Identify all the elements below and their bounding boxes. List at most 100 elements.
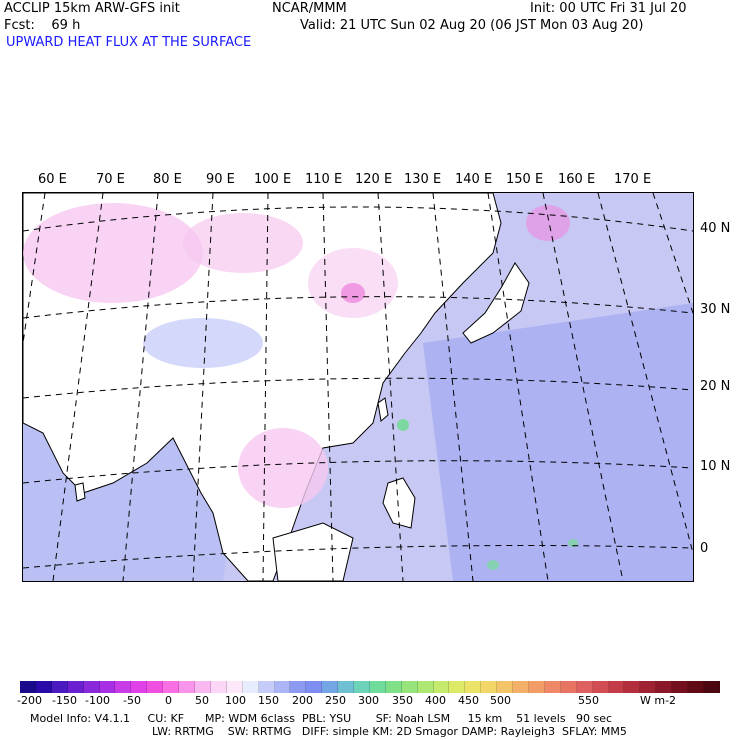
forecast-hour: Fcst: 69 h	[4, 18, 81, 33]
colorbar-swatch	[20, 681, 36, 693]
pink-flux-central	[183, 213, 303, 273]
lon-label-70e: 70 E	[96, 172, 125, 187]
deep-pink-flux-northeast	[526, 205, 570, 241]
colorbar-swatch	[163, 681, 180, 693]
colorbar	[20, 681, 720, 693]
lon-label-110e: 110 E	[305, 172, 343, 187]
colorbar-swatch	[560, 681, 577, 693]
colorbar-swatch	[688, 681, 704, 693]
colorbar-swatch	[306, 681, 323, 693]
colorbar-swatch	[179, 681, 195, 693]
lon-label-150e: 150 E	[506, 172, 544, 187]
colorbar-swatch	[640, 681, 657, 693]
lon-label-160e: 160 E	[558, 172, 596, 187]
cbar-tick-label: -200	[17, 694, 42, 707]
colorbar-swatch	[656, 681, 673, 693]
colorbar-swatch	[83, 681, 100, 693]
lat-label-30n: 30 N	[700, 302, 731, 317]
colorbar-swatch	[99, 681, 116, 693]
taiwan-landmass	[377, 397, 389, 422]
model-title: ACCLIP 15km ARW-GFS init	[4, 1, 180, 16]
colorbar-swatch	[194, 681, 211, 693]
colorbar-swatch	[544, 681, 561, 693]
cbar-tick-label: 550	[578, 694, 599, 707]
pink-flux-west	[23, 203, 203, 303]
physics-info-line: LW: RRTMG SW: RRTMG DIFF: simple KM: 2D …	[152, 725, 627, 738]
colorbar-swatch	[338, 681, 355, 693]
colorbar-swatch	[226, 681, 243, 693]
cbar-tick-label: 200	[292, 694, 313, 707]
colorbar-swatch	[51, 681, 68, 693]
colorbar-swatch	[369, 681, 386, 693]
japan-landmass	[462, 262, 530, 344]
cbar-tick-label: 500	[490, 694, 511, 707]
green-flux-spot-2	[568, 539, 578, 547]
colorbar-swatch	[67, 681, 84, 693]
typhoon-flux-core	[397, 419, 409, 431]
lon-label-80e: 80 E	[153, 172, 182, 187]
colorbar-swatch	[465, 681, 482, 693]
gridline-80e	[122, 193, 159, 581]
cbar-tick-label: 350	[392, 694, 413, 707]
gridline-60e	[23, 193, 46, 344]
cbar-tick-label: 0	[165, 694, 172, 707]
model-info-line: Model Info: V4.1.1 CU: KF MP: WDM 6class…	[30, 712, 613, 725]
colorbar-swatch	[258, 681, 275, 693]
green-flux-spot-1	[487, 560, 499, 570]
colorbar-swatch	[672, 681, 689, 693]
colorbar-swatch	[481, 681, 498, 693]
lon-label-140e: 140 E	[455, 172, 493, 187]
pink-flux-indochina	[238, 428, 328, 508]
colorbar-swatch	[385, 681, 402, 693]
lat-label-20n: 20 N	[700, 379, 731, 394]
colorbar-swatch	[513, 681, 529, 693]
pacific-flux-region	[423, 303, 693, 581]
cbar-tick-label: 250	[325, 694, 346, 707]
colorbar-swatch	[703, 681, 720, 693]
cbar-tick-label: 50	[195, 694, 209, 707]
cbar-units: W m-2	[640, 694, 677, 707]
borneo-landmass	[272, 522, 354, 581]
colorbar-swatch	[354, 681, 370, 693]
lon-label-120e: 120 E	[355, 172, 393, 187]
lon-label-60e: 60 E	[38, 172, 67, 187]
colorbar-swatch	[624, 681, 641, 693]
colorbar-swatch	[529, 681, 545, 693]
cbar-tick-label: -100	[85, 694, 110, 707]
gridline-150e	[542, 193, 624, 581]
lat-label-40n: 40 N	[700, 221, 731, 236]
valid-time: Valid: 21 UTC Sun 02 Aug 20 (06 JST Mon …	[300, 18, 644, 33]
sri-lanka-landmass	[74, 482, 86, 502]
map-canvas	[23, 193, 693, 581]
colorbar-swatch	[210, 681, 227, 693]
deep-pink-flux-china	[341, 283, 365, 303]
map-panel	[22, 192, 694, 582]
cbar-tick-label: 450	[458, 694, 479, 707]
lon-label-130e: 130 E	[404, 172, 442, 187]
colorbar-swatch	[274, 681, 291, 693]
philippines-landmass	[382, 477, 416, 529]
center-label: NCAR/MMM	[272, 1, 347, 16]
gridline-40n	[23, 206, 693, 232]
field-title: UPWARD HEAT FLUX AT THE SURFACE	[6, 35, 252, 50]
gridline-0	[23, 545, 693, 569]
colorbar-swatch	[497, 681, 514, 693]
gridline-160e	[597, 193, 693, 554]
gridline-30n	[23, 296, 693, 319]
colorbar-swatch	[290, 681, 307, 693]
cbar-tick-label: 300	[358, 694, 379, 707]
lon-label-100e: 100 E	[254, 172, 292, 187]
init-time: Init: 00 UTC Fri 31 Jul 20	[530, 1, 687, 16]
lon-label-170e: 170 E	[614, 172, 652, 187]
colorbar-swatch	[35, 681, 52, 693]
gridline-110e	[322, 193, 334, 581]
gridline-90e	[192, 193, 214, 581]
gridline-100e	[262, 193, 269, 581]
colorbar-swatch	[242, 681, 259, 693]
blue-flux-tibet	[143, 318, 263, 368]
colorbar-swatch	[417, 681, 434, 693]
colorbar-swatch	[131, 681, 148, 693]
gridline-20n	[23, 377, 693, 399]
cbar-tick-label: -150	[52, 694, 77, 707]
colorbar-swatch	[401, 681, 418, 693]
